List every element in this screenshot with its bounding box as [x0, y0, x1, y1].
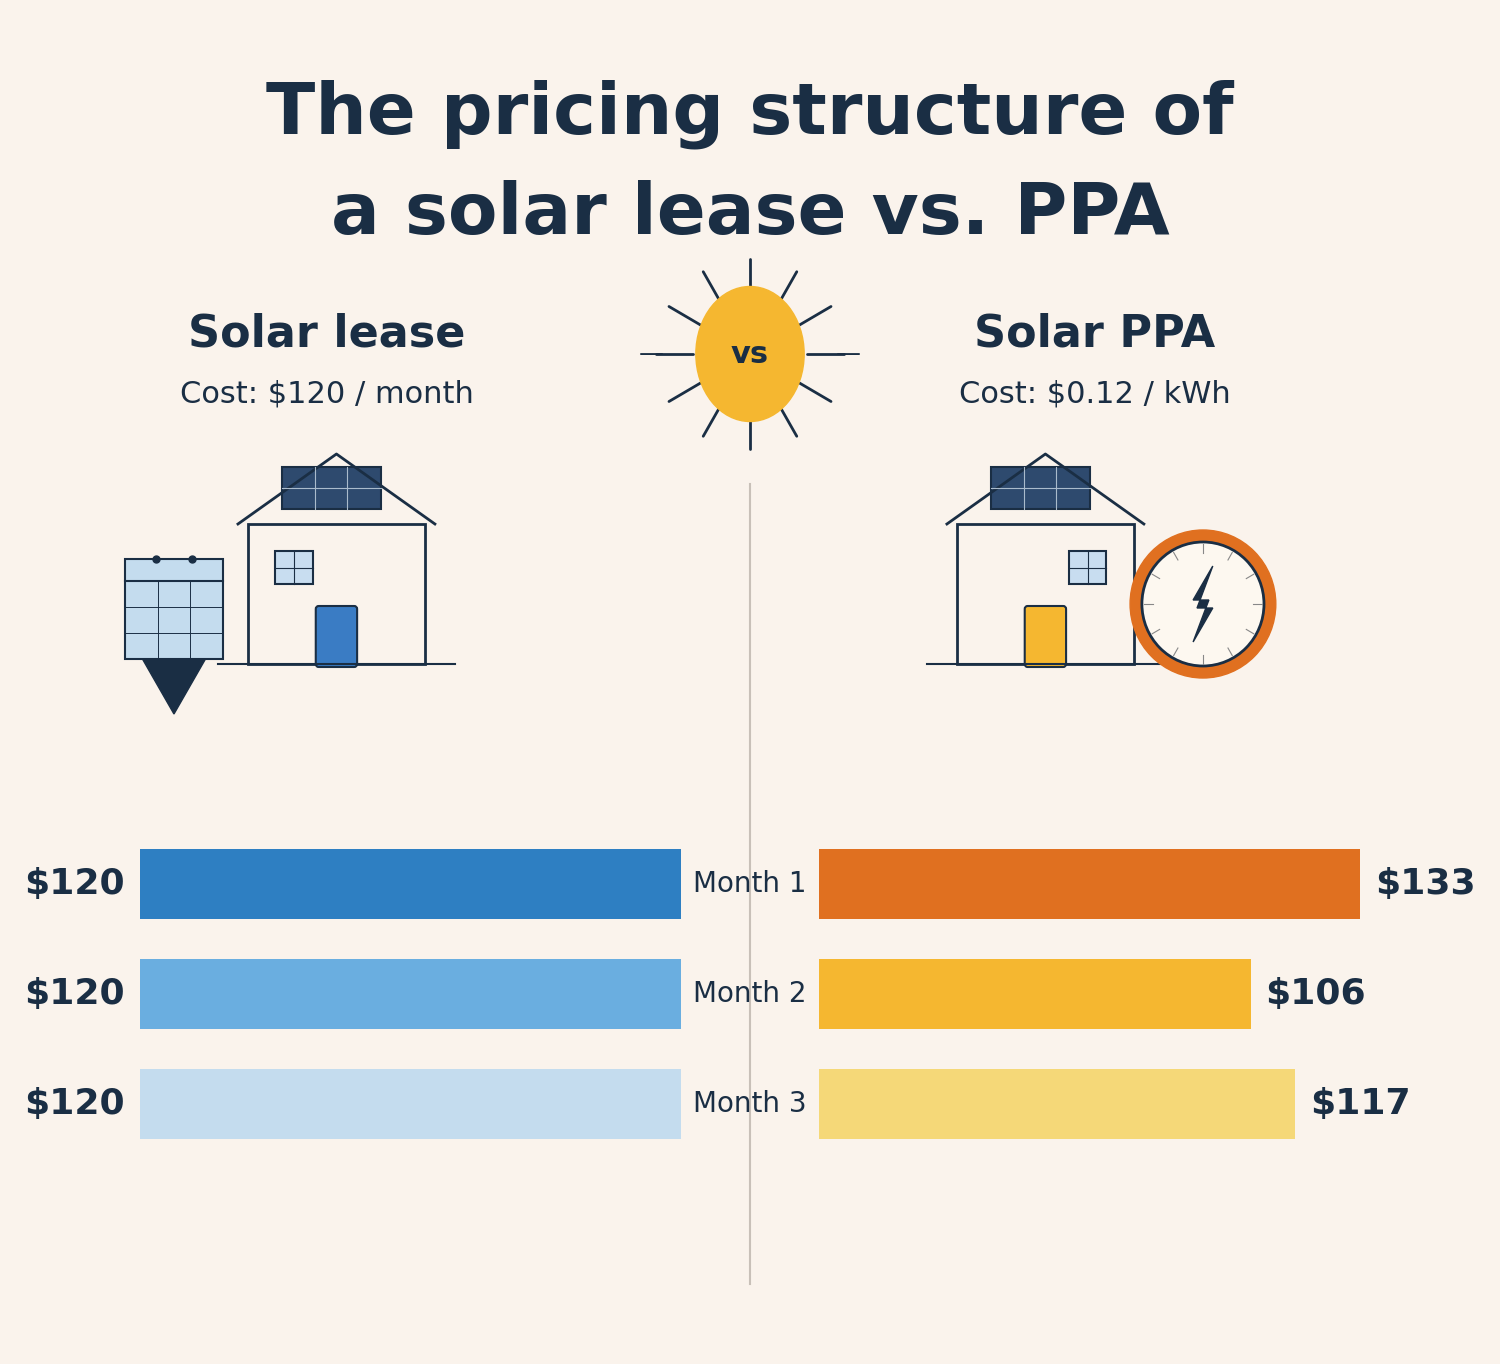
Text: Cost: $120 / month: Cost: $120 / month — [180, 379, 474, 408]
Text: Solar lease: Solar lease — [188, 312, 465, 356]
FancyBboxPatch shape — [819, 959, 1251, 1028]
Text: $117: $117 — [1310, 1087, 1410, 1121]
FancyBboxPatch shape — [276, 551, 314, 584]
Ellipse shape — [696, 286, 804, 421]
Text: a solar lease vs. PPA: a solar lease vs. PPA — [330, 180, 1170, 248]
Text: Cost: $0.12 / kWh: Cost: $0.12 / kWh — [958, 379, 1230, 408]
Polygon shape — [124, 559, 224, 659]
Polygon shape — [142, 659, 206, 713]
Text: —: — — [639, 342, 664, 366]
Text: $120: $120 — [24, 1087, 124, 1121]
Text: $120: $120 — [24, 977, 124, 1011]
FancyBboxPatch shape — [140, 848, 681, 919]
Text: The pricing structure of: The pricing structure of — [266, 79, 1234, 149]
Circle shape — [1130, 531, 1276, 678]
Text: Solar PPA: Solar PPA — [974, 312, 1215, 356]
Text: —: — — [836, 342, 861, 366]
Circle shape — [1142, 542, 1264, 666]
Text: vs: vs — [730, 340, 770, 368]
FancyBboxPatch shape — [1070, 551, 1107, 584]
Text: $106: $106 — [1266, 977, 1366, 1011]
Text: $120: $120 — [24, 868, 124, 902]
FancyBboxPatch shape — [819, 1069, 1296, 1139]
Text: Month 2: Month 2 — [693, 979, 807, 1008]
Text: $133: $133 — [1376, 868, 1476, 902]
FancyBboxPatch shape — [1024, 606, 1066, 667]
Text: Month 3: Month 3 — [693, 1090, 807, 1118]
FancyBboxPatch shape — [316, 606, 357, 667]
FancyBboxPatch shape — [957, 524, 1134, 664]
FancyBboxPatch shape — [140, 1069, 681, 1139]
FancyBboxPatch shape — [819, 848, 1360, 919]
FancyBboxPatch shape — [140, 959, 681, 1028]
FancyBboxPatch shape — [282, 466, 381, 509]
Text: Month 1: Month 1 — [693, 870, 807, 898]
FancyBboxPatch shape — [992, 466, 1089, 509]
Polygon shape — [1192, 566, 1214, 642]
FancyBboxPatch shape — [248, 524, 424, 664]
